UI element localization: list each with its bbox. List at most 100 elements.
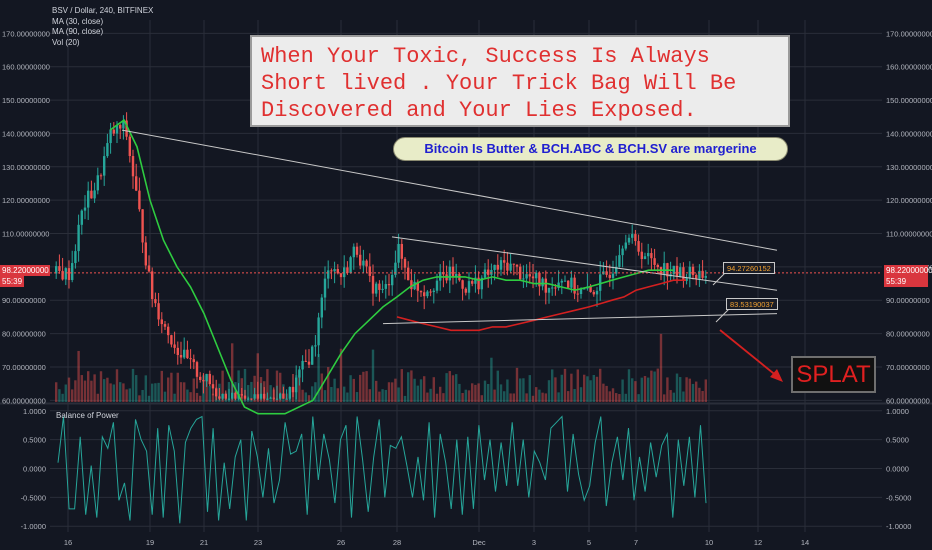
price-tick-right: 170.00000000 [886,29,932,38]
volume-bar [483,380,487,402]
down-arrow-head [770,369,783,382]
x-tick-label: 3 [532,538,536,547]
candle-body [275,398,279,400]
price-tick-left: 130.00000000 [2,163,50,172]
candle-body [314,345,317,347]
volume-bar [80,375,83,402]
candle-body [528,274,531,277]
candle-body [435,280,439,291]
volume-bar [371,349,375,402]
volume-bar [656,368,659,402]
ma90-legend: MA (90, close) [52,27,104,36]
candle-body [573,277,576,294]
candle-body [519,266,522,280]
volume-bar [355,392,359,402]
volume-bar [179,382,183,402]
annotation-bubble[interactable]: Bitcoin Is Butter & BCH.ABC & BCH.SV are… [393,137,788,161]
callout-lower[interactable]: 83.53190037 [726,298,778,310]
candle-body [394,262,397,275]
candle-body [560,280,563,283]
candle-body [682,267,685,281]
candle-body [311,346,314,365]
volume-bar [429,388,432,402]
volume-bar [352,378,355,402]
candle-body [691,266,695,276]
candle-body [522,278,525,280]
volume-bar [576,369,579,402]
volume-bar [103,379,106,402]
ma90-line [396,279,686,332]
volume-bar [531,395,535,402]
candle-body [432,290,435,293]
price-tick-right: 160.00000000 [886,63,932,72]
bop-tick-right: 0.5000 [886,436,909,445]
price-tick-right: 60.00000000 [886,396,930,405]
volume-bar [128,388,131,402]
callout-upper[interactable]: 94.27260152 [723,262,775,274]
candle-body [362,260,365,266]
volume-bar [560,374,563,402]
candle-body [547,287,551,293]
candle-body [199,376,202,380]
candle-body [279,393,282,399]
candle-body [259,393,263,399]
volume-bar [96,393,99,402]
volume-bar [477,383,480,402]
candle-body [247,398,250,400]
candle-body [269,397,272,399]
candle-body [487,269,490,275]
volume-bar [317,353,320,402]
candle-body [461,280,464,289]
volume-bar [554,377,557,402]
countdown-tag-right: 55:39 [884,276,928,287]
candle-body [471,281,474,284]
volume-bar [269,385,272,402]
volume-bar [490,357,493,402]
volume-bar [339,348,343,402]
candle-body [378,283,381,290]
volume-bar [122,383,125,402]
volume-bar [208,385,211,402]
splat-label[interactable]: SPLAT [791,356,876,393]
volume-bar [435,393,439,402]
volume-bar [647,377,650,402]
candle-body [183,349,186,358]
volume-bar [192,378,195,402]
note-line-2: Short lived . Your Trick Bag Will Be [261,71,737,96]
candle-body [397,243,400,263]
candle-body [160,319,163,325]
volume-bar [631,378,634,402]
volume-bar [106,377,109,402]
volume-bar [400,369,403,402]
candle-body [74,251,77,264]
candle-body [285,398,288,400]
candle-body [301,360,304,370]
volume-bar [599,368,602,402]
volume-bar [416,385,419,402]
candle-body [365,260,368,267]
price-tick-left: 160.00000000 [2,63,50,72]
trendline-middle [391,236,778,291]
candle-body [410,280,413,290]
candle-body [339,273,343,278]
candle-body [317,317,320,346]
volume-bar [675,373,679,402]
candle-body [525,274,528,279]
candle-body [234,392,237,399]
candle-body [653,258,656,265]
volume-bar [394,378,397,402]
volume-bar [557,392,560,402]
candle-body [551,287,554,289]
candle-body [647,253,650,257]
volume-bar [458,383,461,402]
volume-bar [330,387,333,402]
candle-body [455,274,458,278]
price-tick-left: 150.00000000 [2,96,50,105]
candle-body [138,190,141,210]
candle-body [599,274,602,291]
annotation-note[interactable]: When Your Toxic, Success Is Always Short… [250,35,790,127]
candle-body [109,129,112,144]
candle-body [448,266,451,281]
volume-bar [544,393,547,402]
symbol-title: BSV / Dollar, 240, BITFINEX [52,6,154,15]
